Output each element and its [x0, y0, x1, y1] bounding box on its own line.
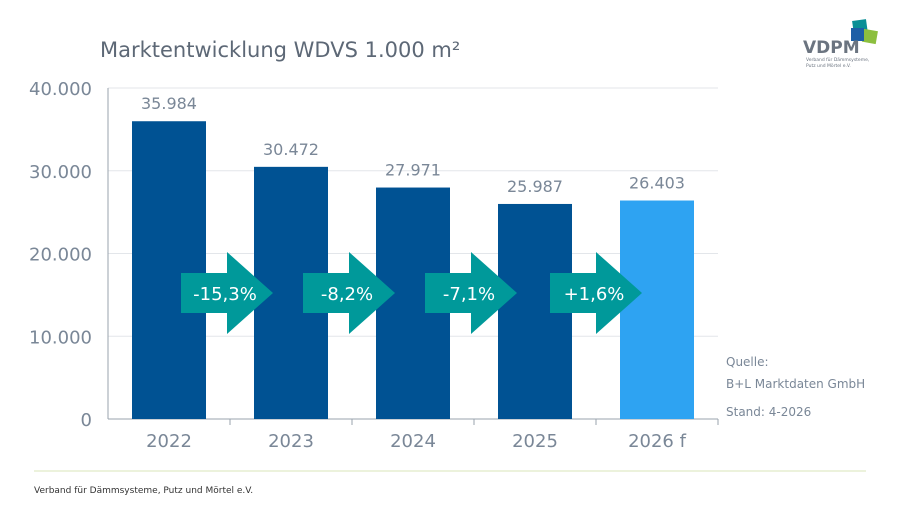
x-tick-label: 2024 — [390, 431, 436, 452]
change-arrow — [550, 252, 642, 334]
source-name: B+L Marktdaten GmbH — [726, 377, 865, 391]
y-tick-label: 0 — [81, 410, 92, 431]
change-label: +1,6% — [564, 284, 625, 305]
y-tick-label: 40.000 — [29, 79, 92, 100]
data-label: 27.971 — [385, 161, 441, 180]
source-date: Stand: 4-2026 — [726, 405, 811, 419]
x-tick-label: 2025 — [512, 431, 558, 452]
vdpm-logo: VDPM Verband für Dämmsysteme, Putz und M… — [803, 19, 878, 69]
change-label: -15,3% — [193, 284, 257, 305]
chart-title: Marktentwicklung WDVS 1.000 m² — [100, 38, 460, 62]
y-tick-label: 20.000 — [29, 245, 92, 266]
change-arrow — [181, 252, 273, 334]
data-label: 26.403 — [629, 174, 685, 193]
y-tick-label: 10.000 — [29, 327, 92, 348]
bar — [132, 121, 206, 420]
data-label: 25.987 — [507, 177, 563, 196]
data-label: 30.472 — [263, 140, 319, 159]
data-label: 35.984 — [141, 94, 197, 113]
x-tick-label: 2022 — [146, 431, 192, 452]
x-tick-label: 2026 f — [628, 431, 687, 452]
logo-subtitle: Putz und Mörtel e.V. — [806, 63, 851, 69]
bar — [620, 200, 694, 419]
change-arrow — [303, 252, 395, 334]
source-label: Quelle: — [726, 355, 769, 369]
logo-text: VDPM — [803, 38, 860, 58]
y-tick-label: 30.000 — [29, 162, 92, 183]
footer-text: Verband für Dämmsysteme, Putz und Mörtel… — [34, 486, 253, 496]
logo-subtitle: Verband für Dämmsysteme, — [806, 57, 869, 63]
change-arrow — [425, 252, 517, 334]
change-label: -8,2% — [321, 284, 373, 305]
change-label: -7,1% — [443, 284, 495, 305]
x-tick-label: 2023 — [268, 431, 314, 452]
